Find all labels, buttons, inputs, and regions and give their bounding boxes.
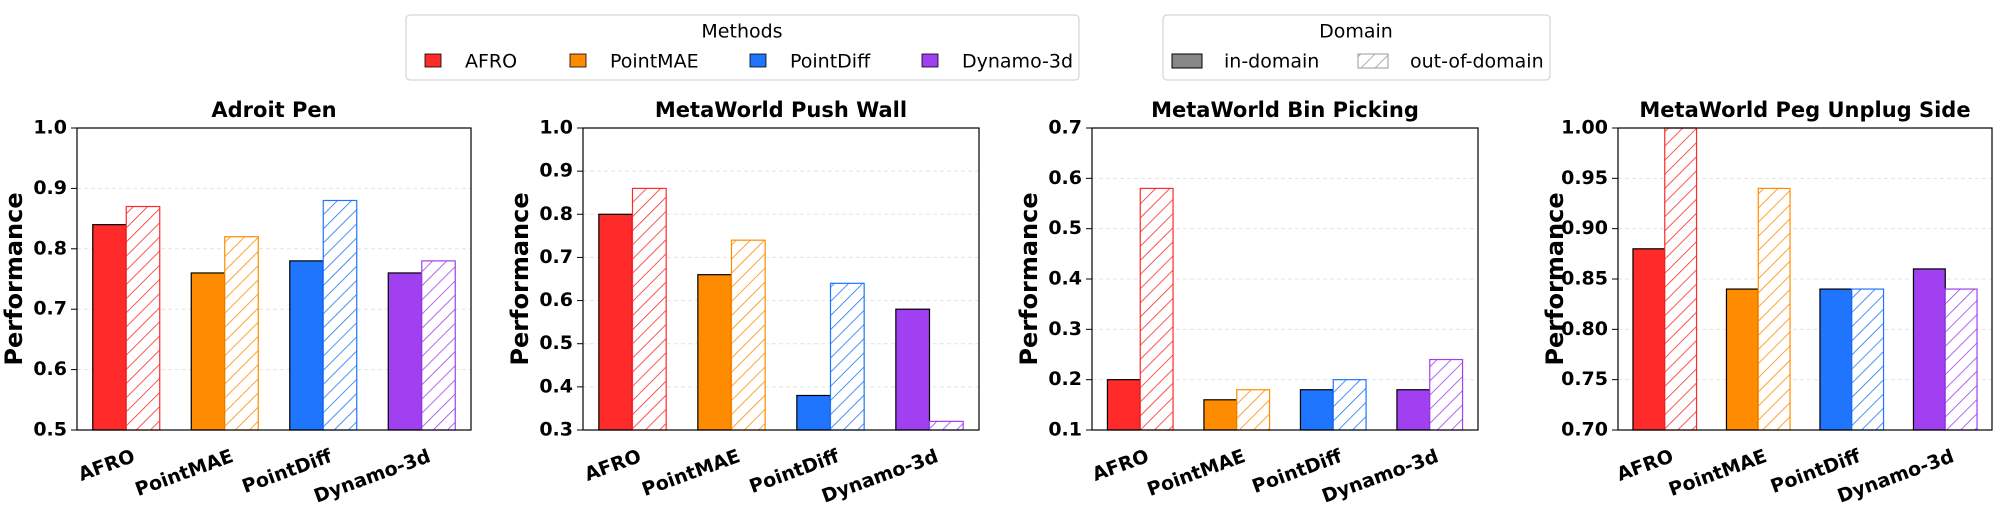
bar [387,272,423,431]
y-tick-label: 0.1 [1048,419,1082,441]
bar [928,420,964,431]
bar [1429,358,1464,431]
y-tick-label: 0.2 [1048,368,1082,390]
y-tick-label: 0.4 [539,375,573,397]
legend-label: PointDiff [790,51,871,73]
plot-frame [1091,127,1479,431]
bar [190,272,226,431]
bar [1203,399,1238,431]
legend-label: Dynamo-3d [962,51,1073,73]
bar [421,260,456,431]
bar [322,199,358,431]
y-axis-label: Performance [506,192,534,365]
y-tick-label: 1.0 [539,117,573,139]
bar [125,205,161,431]
y-tick-label: 0.6 [33,358,67,380]
bar [1299,389,1334,431]
bar [1106,379,1141,431]
bar [697,274,733,431]
chart-title: MetaWorld Peg Unplug Side [1639,98,1970,122]
y-tick-label: 0.85 [1561,268,1608,290]
plot-frame [1617,127,1993,431]
x-tick-label: AFRO [582,445,644,486]
bar [1664,127,1698,431]
bar [1819,288,1853,431]
y-tick-label: 0.3 [1048,318,1082,340]
bar [1396,389,1431,431]
bar [224,236,259,431]
bar [730,239,766,431]
y-tick-label: 0.70 [1561,419,1608,441]
y-tick-label: 0.8 [33,237,67,259]
bar [895,308,931,431]
chart-title: Adroit Pen [211,98,336,122]
x-tick-label: AFRO [75,445,137,486]
bar [1332,379,1367,431]
bar [1757,187,1791,431]
bar [92,224,127,431]
chart-title: MetaWorld Push Wall [655,98,907,122]
bar [1236,389,1271,431]
y-tick-label: 0.90 [1561,217,1608,239]
x-tick-label: AFRO [1089,445,1151,486]
legend-swatch [1357,53,1389,69]
y-tick-label: 0.3 [539,419,573,441]
bar [829,282,865,431]
bar [631,187,667,431]
y-tick-label: 0.8 [539,203,573,225]
legend-label: out-of-domain [1410,51,1544,73]
legend-swatch [424,53,442,68]
x-tick-label: PointMAE [132,445,236,501]
bar [1912,268,1946,431]
plot-frame [76,127,472,431]
legend-box [1162,14,1551,81]
legend-label: in-domain [1224,51,1319,73]
y-tick-label: 1.00 [1561,117,1608,139]
y-tick-label: 0.5 [33,419,67,441]
y-tick-label: 0.95 [1561,167,1608,189]
y-tick-label: 0.6 [1048,167,1082,189]
x-tick-label: PointMAE [1666,445,1770,501]
y-axis-label: Performance [1541,192,1569,365]
y-tick-label: 1.0 [33,117,67,139]
y-tick-label: 0.80 [1561,318,1608,340]
x-tick-label: PointMAE [639,445,743,501]
y-tick-label: 0.6 [539,289,573,311]
bar [1632,248,1666,431]
legend-swatch [749,53,767,68]
y-tick-label: 0.4 [1048,268,1082,290]
legend-swatch [921,53,939,68]
bar [1725,288,1759,431]
legend-title: Methods [701,21,782,43]
legend-swatch [1171,53,1203,69]
y-tick-label: 0.9 [33,177,67,199]
y-tick-label: 0.7 [33,298,67,320]
chart-title: MetaWorld Bin Picking [1151,98,1419,122]
y-tick-label: 0.5 [1048,217,1082,239]
bar [289,260,324,431]
y-tick-label: 0.9 [539,160,573,182]
y-tick-label: 0.7 [539,246,573,268]
legend-title: Domain [1319,21,1393,43]
legend-label: PointMAE [610,51,699,73]
y-tick-label: 0.5 [539,332,573,354]
bar [598,213,634,431]
bar [1139,187,1174,431]
bar [796,394,832,431]
plot-frame [582,127,980,431]
y-tick-label: 0.7 [1048,117,1082,139]
x-tick-label: PointMAE [1144,445,1248,501]
bar [1851,288,1885,431]
y-axis-label: Performance [0,192,28,365]
y-axis-label: Performance [1015,192,1043,365]
bar [1944,288,1978,431]
legend-swatch [569,53,587,68]
y-tick-label: 0.75 [1561,368,1608,390]
legend-label: AFRO [465,51,517,73]
